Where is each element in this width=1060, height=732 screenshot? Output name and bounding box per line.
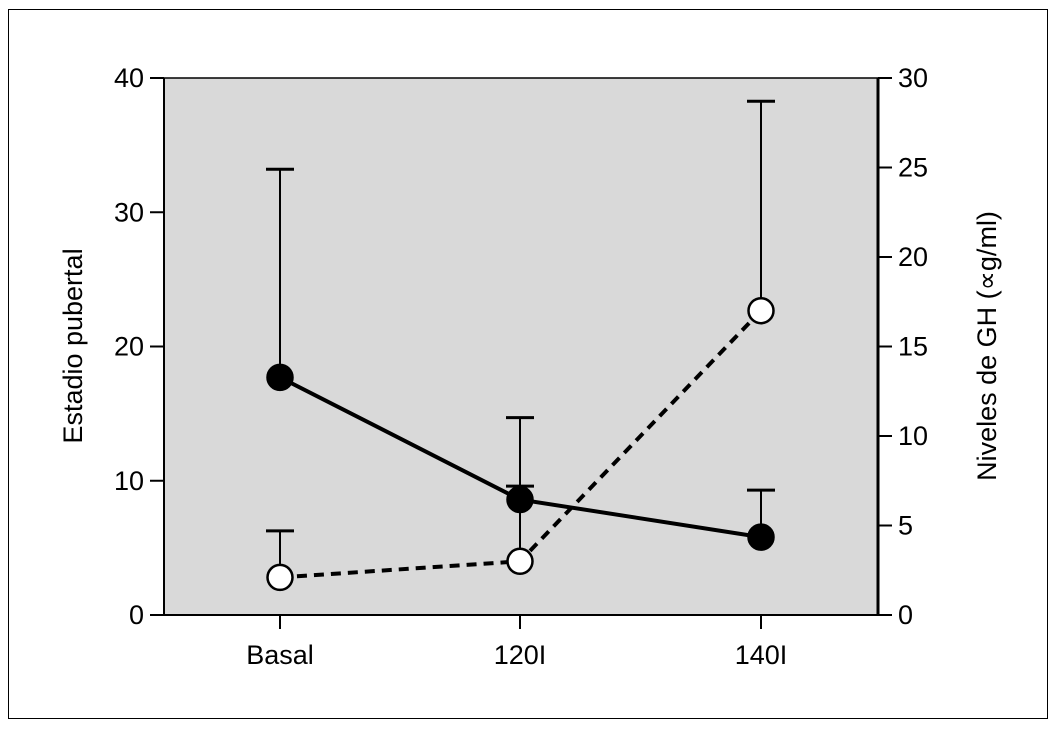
data-point-series-1 [266,363,294,392]
data-point-series-1 [747,523,775,551]
x-tick-label: Basal [246,640,314,670]
figure-frame [8,9,1048,719]
data-point-series-2 [266,563,294,592]
left-tick-label: 30 [114,197,144,227]
series-layer [266,99,775,592]
right-tick-label: 10 [898,421,928,451]
left-tick-label: 0 [129,600,144,630]
right-y-axis: 0 5 10 15 20 25 30 [876,63,928,630]
left-tick-label: 40 [114,63,144,93]
x-tick-label: 140I [735,640,788,670]
data-point-series-2 [747,296,775,325]
left-tick-label: 20 [114,332,144,362]
right-tick-label: 30 [898,63,928,93]
right-tick-label: 25 [898,153,928,183]
x-tick-label: 120I [494,640,547,670]
x-axis: Basal 120I 140I [150,614,890,670]
right-tick-label: 15 [898,332,928,362]
right-tick-label: 0 [898,600,913,630]
left-tick-label: 10 [114,466,144,496]
right-tick-label: 20 [898,242,928,272]
data-point-series-2 [506,547,534,576]
right-axis-title: Niveles de GH (∝g/ml) [972,211,1002,481]
left-axis-title: Estadio pubertal [58,248,88,443]
data-point-series-1 [506,485,534,514]
right-tick-label: 5 [898,511,913,541]
left-y-axis: 0 10 20 30 40 [114,63,165,630]
